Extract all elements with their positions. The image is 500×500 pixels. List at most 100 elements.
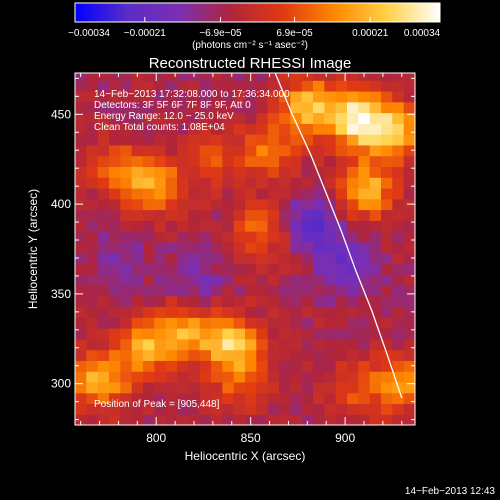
- heatmap-cell: [199, 317, 212, 329]
- heatmap-cell: [267, 80, 280, 92]
- heatmap-cell: [177, 209, 189, 221]
- heatmap-cell: [245, 198, 257, 211]
- heatmap-cell: [222, 306, 235, 318]
- heatmap-cell: [381, 360, 393, 372]
- heatmap-cell: [245, 80, 257, 92]
- heatmap-cell: [301, 403, 314, 415]
- heatmap-cell: [381, 284, 393, 297]
- heatmap-cell: [143, 241, 155, 254]
- heatmap-cell: [267, 90, 280, 103]
- heatmap-cell: [177, 295, 189, 308]
- heatmap-cell: [290, 155, 303, 167]
- heatmap-cell: [256, 220, 269, 232]
- heatmap-cell: [165, 274, 178, 286]
- heatmap-cell: [358, 338, 371, 351]
- heatmap-cell: [313, 155, 325, 167]
- heatmap-cell: [211, 166, 223, 178]
- heatmap-cell: [358, 392, 371, 405]
- heatmap-cell: [75, 101, 87, 114]
- heatmap-cell: [381, 177, 393, 189]
- heatmap-cell: [109, 295, 121, 308]
- heatmap-cell: [381, 80, 393, 92]
- heatmap-cell: [75, 263, 87, 275]
- heatmap-cell: [279, 306, 291, 318]
- heatmap-cell: [358, 166, 371, 178]
- heatmap-cell: [335, 414, 348, 425]
- heatmap-cell: [143, 360, 155, 372]
- heatmap-cell: [313, 123, 325, 135]
- heatmap-cell: [75, 123, 87, 135]
- heatmap-cell: [131, 295, 144, 308]
- heatmap-cell: [233, 80, 246, 92]
- heatmap-cell: [109, 73, 121, 81]
- heatmap-cell: [97, 317, 110, 329]
- heatmap-cell: [165, 101, 178, 114]
- heatmap-cell: [177, 112, 189, 124]
- heatmap-cell: [358, 209, 371, 221]
- heatmap-cell: [177, 349, 189, 361]
- heatmap-cell: [290, 144, 303, 157]
- heatmap-cell: [211, 90, 223, 103]
- heatmap-cell: [347, 187, 359, 200]
- heatmap-cell: [75, 381, 87, 394]
- heatmap-cell: [154, 187, 167, 200]
- heatmap-cell: [154, 371, 167, 383]
- heatmap-cell: [347, 123, 359, 135]
- heatmap-cell: [369, 123, 382, 135]
- heatmap-cell: [211, 220, 223, 232]
- heatmap-cell: [177, 403, 189, 415]
- heatmap-cell: [290, 166, 303, 178]
- heatmap-cell: [154, 381, 167, 394]
- heatmap-cell: [143, 306, 155, 318]
- colorbar-ticks: −0.00034 −0.00021 −6.9e−05 6.9e−05 0.00021 0.…: [68, 17, 441, 39]
- heatmap-cell: [188, 392, 201, 405]
- heatmap-cell: [177, 231, 189, 243]
- heatmap-cell: [381, 187, 393, 200]
- heatmap-cell: [279, 220, 291, 232]
- heatmap-cell: [313, 112, 325, 124]
- heatmap-cell: [267, 220, 280, 232]
- heatmap-cell: [369, 414, 382, 425]
- heatmap-cell: [211, 198, 223, 211]
- heatmap-cell: [245, 274, 257, 286]
- heatmap-cell: [222, 80, 235, 92]
- heatmap-cell: [279, 403, 291, 415]
- heatmap-cell: [211, 263, 223, 275]
- heatmap-cell: [97, 231, 110, 243]
- heatmap-cell: [290, 123, 303, 135]
- heatmap-cell: [267, 403, 280, 415]
- heatmap-cell: [143, 252, 155, 264]
- heatmap-cell: [301, 263, 314, 275]
- heatmap-cell: [109, 241, 121, 254]
- heatmap-cell: [199, 220, 212, 232]
- heatmap-cell: [109, 414, 121, 425]
- heatmap-cell: [279, 392, 291, 405]
- heatmap-cell: [358, 295, 371, 308]
- heatmap-cell: [75, 360, 87, 372]
- heatmap-cell: [120, 144, 133, 157]
- heatmap-cell: [347, 414, 359, 425]
- heatmap-cell: [358, 112, 371, 124]
- heatmap-cell: [335, 123, 348, 135]
- heatmap-cell: [324, 295, 337, 308]
- heatmap-cell: [97, 274, 110, 286]
- heatmap-cell: [143, 90, 155, 103]
- heatmap-cell: [97, 198, 110, 211]
- heatmap-cell: [335, 360, 348, 372]
- heatmap-cell: [222, 252, 235, 264]
- heatmap-cell: [335, 349, 348, 361]
- heatmap-cell: [347, 252, 359, 264]
- colorbar-tick-label: 0.00034: [404, 28, 441, 39]
- heatmap-cell: [143, 134, 155, 146]
- heatmap-cell: [199, 155, 212, 167]
- heatmap-cell: [177, 155, 189, 167]
- heatmap-cell: [211, 101, 223, 114]
- heatmap-cell: [75, 414, 87, 425]
- heatmap-cell: [154, 274, 167, 286]
- heatmap-cell: [290, 80, 303, 92]
- heatmap-cell: [279, 80, 291, 92]
- heatmap-cell: [347, 220, 359, 232]
- heatmap-cell: [188, 241, 201, 254]
- colorbar-tick-label: −6.9e−05: [199, 28, 242, 39]
- heatmap-cell: [335, 274, 348, 286]
